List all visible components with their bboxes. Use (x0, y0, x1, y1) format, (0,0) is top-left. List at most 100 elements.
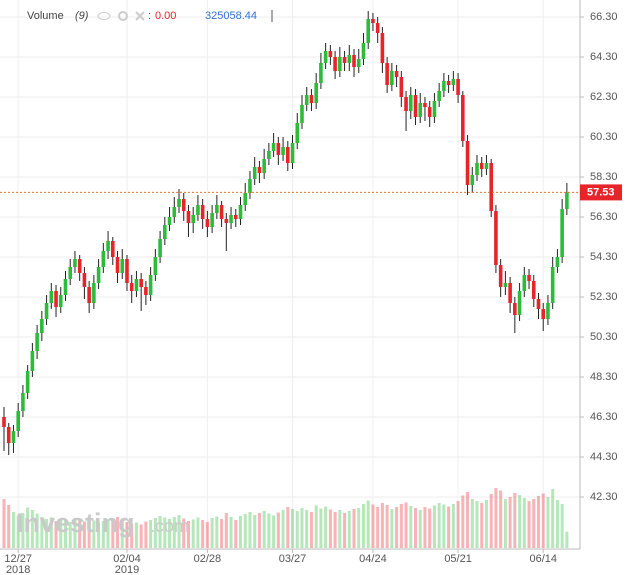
volume-bar (239, 516, 242, 548)
candle-body (139, 279, 143, 287)
candle-body (106, 241, 110, 251)
candle-body (200, 205, 205, 219)
volume-bar (300, 508, 304, 548)
volume-bar (456, 501, 460, 548)
volume-bar (309, 512, 313, 548)
volume-bar (30, 510, 34, 548)
colon: : (148, 10, 151, 22)
volume-bar (243, 514, 247, 548)
candle-body (68, 267, 73, 279)
volume-bar (229, 517, 233, 548)
volume-bar (210, 518, 214, 548)
candle-body (267, 151, 271, 159)
volume-bar (489, 494, 493, 548)
candle-body (338, 57, 342, 71)
volume-bar (361, 504, 365, 548)
candle-body (281, 147, 285, 155)
volume-bar (144, 521, 148, 548)
candle-body (120, 259, 125, 273)
y-tick-label: 56.30 (590, 211, 618, 223)
volume-bar (215, 516, 219, 548)
candle-body (153, 257, 158, 275)
axes: 42.30 44.30 46.30 48.30 50.30 52.30 54.30 56.30… (0, 11, 622, 575)
volume-bar (158, 516, 162, 548)
candle-body (328, 51, 333, 57)
volume-bar (253, 515, 257, 548)
eye-icon[interactable] (97, 12, 111, 20)
volume-bar (347, 511, 351, 548)
volume-bar (35, 513, 39, 548)
volume-bar (357, 508, 361, 548)
volume-bar (168, 519, 172, 548)
legend-icons (97, 11, 145, 21)
volume-bar (49, 517, 53, 548)
candle-body (437, 91, 441, 101)
volume-bar (73, 518, 77, 548)
volume-bar (234, 520, 238, 548)
volume-bar (532, 499, 536, 548)
volume-bar (163, 517, 167, 548)
candle-body (494, 211, 498, 265)
candle-body (550, 267, 555, 303)
candle-body (333, 57, 337, 71)
y-tick-label: 46.30 (590, 411, 618, 423)
candle-body (172, 207, 177, 217)
volume-bar (106, 519, 110, 548)
candle-body (536, 299, 541, 309)
candle-body (87, 287, 91, 303)
volume-bar (224, 513, 228, 548)
volume-bar (291, 509, 295, 548)
volume-bar (191, 519, 195, 548)
candle-body (314, 83, 318, 103)
candle-body (342, 57, 347, 63)
candle-body (404, 97, 408, 111)
candle-body (177, 199, 181, 207)
candle-body (219, 205, 224, 219)
volume-bar (418, 510, 422, 548)
candle-body (465, 141, 470, 185)
last-price-label: 57.53 (587, 186, 615, 198)
candle-body (418, 103, 423, 117)
candle-body (432, 101, 437, 117)
candle-body (148, 275, 153, 295)
close-icon[interactable] (135, 11, 145, 21)
volume-bar (201, 520, 205, 548)
candle-body (295, 123, 300, 143)
volume-bar (447, 506, 451, 548)
volume-bars (2, 488, 569, 548)
volume-bar (130, 524, 134, 548)
volume-bar (522, 498, 526, 548)
volume-bar (541, 493, 545, 548)
candle-body (446, 81, 451, 85)
candle-body (44, 303, 49, 319)
volume-bar (380, 503, 384, 548)
candle-body (290, 143, 295, 163)
y-tick-label: 42.30 (590, 491, 618, 503)
candle-body (498, 265, 503, 287)
volume-bar (248, 512, 252, 548)
volume-bar (451, 504, 455, 548)
volume-bar (267, 513, 271, 548)
candle-body (286, 147, 290, 163)
volume-bar (186, 521, 190, 548)
candle-body (475, 163, 479, 175)
volume-bar (21, 513, 25, 548)
candle-body (546, 303, 550, 319)
volume-bar (333, 512, 337, 548)
volume-bar (508, 497, 512, 548)
y-tick-label: 44.30 (590, 451, 618, 463)
volume-bar (480, 503, 484, 548)
y-tick-label: 58.30 (590, 171, 618, 183)
settings-icon[interactable] (118, 11, 128, 21)
volume-bar (395, 507, 399, 548)
y-tick-label: 60.30 (590, 131, 618, 143)
candle-body (319, 63, 323, 83)
volume-bar (560, 504, 564, 548)
volume-bar (272, 515, 276, 548)
candle-body (541, 309, 546, 319)
volume-bar (82, 521, 86, 548)
candle-body (16, 411, 20, 431)
volume-bar (68, 522, 72, 548)
volume-bar (54, 521, 58, 548)
